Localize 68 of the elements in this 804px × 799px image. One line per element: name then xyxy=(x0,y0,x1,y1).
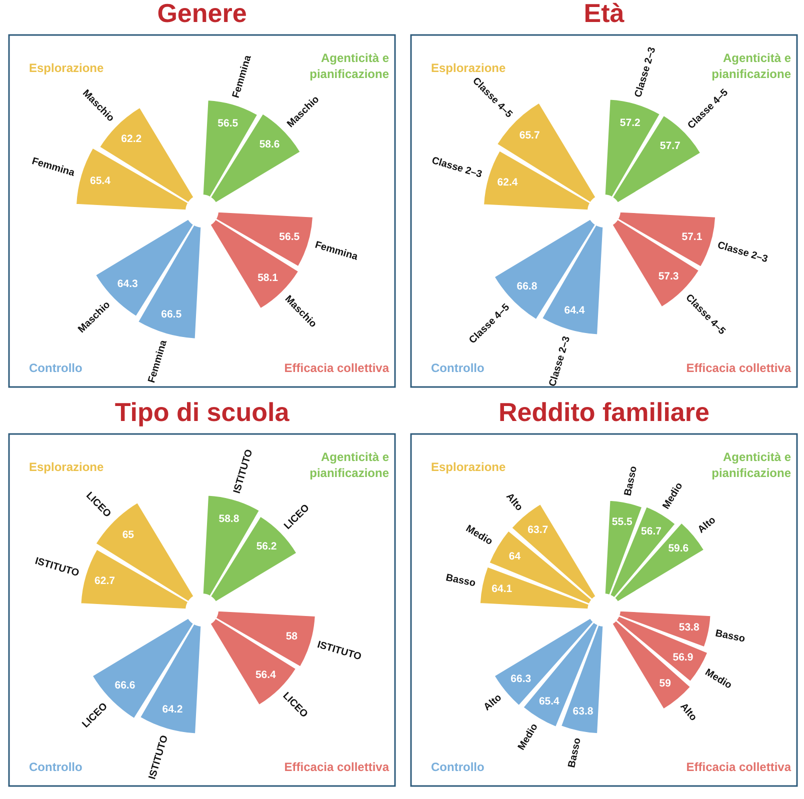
data-label: 56.2 xyxy=(256,540,277,553)
category-label: Esplorazione xyxy=(29,61,104,75)
data-label: 65 xyxy=(122,528,134,541)
data-label: 57.7 xyxy=(660,140,681,152)
category-label: Agenticità e pianificazione xyxy=(310,51,390,81)
text: Classe 2–3 xyxy=(632,46,658,99)
data-label: 57.3 xyxy=(658,270,679,283)
data-label: 62.7 xyxy=(94,575,116,588)
data-label: 65.7 xyxy=(519,129,540,142)
text: Basso xyxy=(622,465,640,497)
text: Alto xyxy=(482,692,504,714)
text: Reddito familiare xyxy=(498,397,710,427)
category-label: Agenticità e pianificazione xyxy=(712,450,792,480)
data-label: 64.1 xyxy=(492,582,512,595)
data-label: 57.2 xyxy=(620,116,640,129)
category-label: Controllo xyxy=(29,361,82,375)
category-label: Controllo xyxy=(431,760,484,774)
text: Alto xyxy=(678,701,699,724)
category-label: Esplorazione xyxy=(431,61,506,75)
data-label: 66.6 xyxy=(114,680,136,692)
text: Classe 2–3 xyxy=(430,155,484,181)
data-label: 58 xyxy=(286,630,298,643)
data-label: 65.4 xyxy=(90,174,111,187)
data-label: 56.5 xyxy=(218,118,238,130)
text: Età xyxy=(584,0,625,28)
category-label: Agenticità e pianificazione xyxy=(310,450,390,480)
data-label: 56.4 xyxy=(255,668,276,681)
text: Alto xyxy=(696,514,718,536)
data-label: 59.6 xyxy=(668,542,689,554)
data-label: 62.2 xyxy=(121,133,142,146)
data-label: 65.4 xyxy=(538,695,560,708)
text: Basso xyxy=(566,737,584,769)
category-label: Controllo xyxy=(29,760,82,774)
data-label: 66.5 xyxy=(161,308,182,321)
data-label: 56.7 xyxy=(641,525,662,538)
category-label: Esplorazione xyxy=(431,460,506,474)
data-label: 58.1 xyxy=(258,272,278,284)
text: Tipo di scuola xyxy=(114,397,290,427)
text: Genere xyxy=(157,0,247,28)
category-label: Esplorazione xyxy=(29,460,104,474)
text: Classe 2–3 xyxy=(716,240,769,266)
data-label: 62.4 xyxy=(497,176,518,188)
data-label: 56.5 xyxy=(279,230,300,243)
category-label: Efficacia collettiva xyxy=(284,760,390,774)
data-label: 63.8 xyxy=(572,706,594,718)
category-label: Controllo xyxy=(431,361,484,375)
text: Basso xyxy=(444,572,476,590)
category-label: Efficacia collettiva xyxy=(686,760,792,774)
data-label: 58.8 xyxy=(218,513,240,526)
data-label: 66.3 xyxy=(510,672,532,685)
data-label: 56.9 xyxy=(672,651,694,664)
text: Classe 2–3 xyxy=(547,335,573,388)
data-label: 63.7 xyxy=(528,524,548,536)
category-label: Efficacia collettiva xyxy=(284,361,390,375)
text: Basso xyxy=(714,628,746,645)
data-label: 64.2 xyxy=(162,704,183,716)
data-label: 64 xyxy=(508,550,521,562)
data-label: 55.5 xyxy=(612,516,633,528)
data-label: 58.6 xyxy=(259,138,280,151)
data-label: 64.3 xyxy=(117,278,138,290)
data-label: 64.4 xyxy=(564,304,585,317)
data-label: 57.1 xyxy=(682,231,702,244)
data-label: 59 xyxy=(659,678,672,690)
category-label: Efficacia collettiva xyxy=(686,361,792,375)
data-label: 66.8 xyxy=(516,280,538,293)
data-label: 53.8 xyxy=(678,622,700,634)
category-label: Agenticità e pianificazione xyxy=(712,51,792,81)
text: Alto xyxy=(504,491,524,514)
